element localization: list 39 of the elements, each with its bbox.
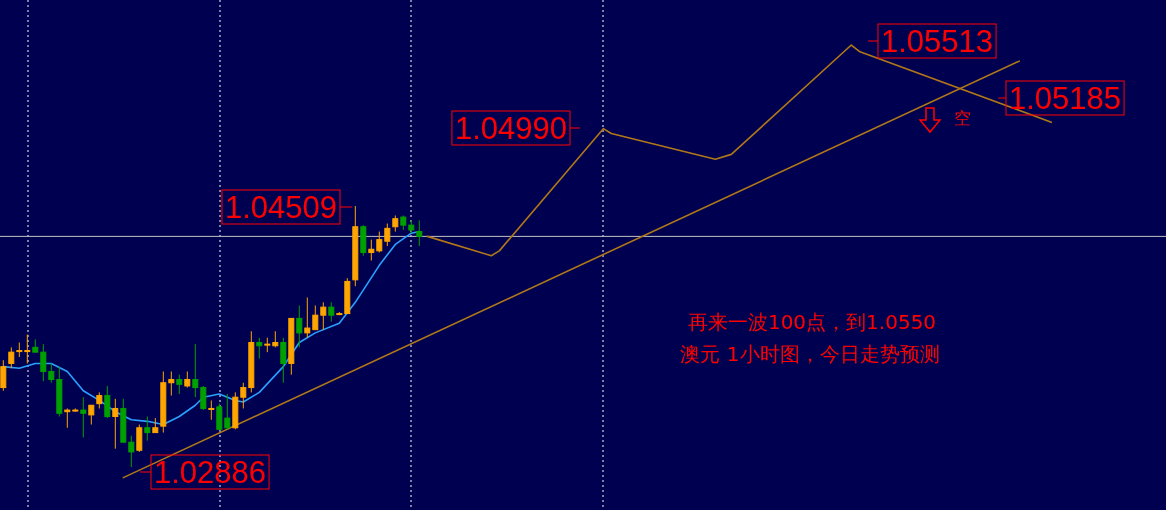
candlestick [208,399,215,421]
text: 1.05513 [881,23,994,59]
candlestick [80,396,87,438]
candlestick [144,416,151,442]
annotation: 再来一波100点，到1.0550 [687,310,937,334]
candlestick [312,305,319,331]
candlestick [176,374,183,395]
candlestick [328,301,335,323]
annotation: 1.04509 [224,189,337,225]
text: 空 [953,108,971,128]
candlestick [280,337,287,384]
text: 1.04990 [454,110,567,146]
candlestick [240,382,247,409]
candlestick [112,398,119,450]
annotation: 澳元 1小时图，今日走势预测 [680,342,940,366]
candlestick [136,424,143,453]
candlestick [24,333,31,364]
candlestick [304,297,311,339]
candlestick [200,385,207,411]
candlestick [320,301,327,331]
candlestick [40,343,47,382]
candlestick [256,337,263,360]
candlestick [88,404,95,426]
candlestick [296,305,303,348]
candlestick [384,223,391,247]
candlestick [168,370,175,397]
candlestick [192,343,199,398]
candlestick [128,435,135,468]
candlestick [104,385,111,419]
candlestick [8,346,15,369]
candlestick [368,239,375,262]
candlestick [0,359,7,392]
annotation: 1.02886 [154,454,267,490]
candlestick [48,362,55,384]
candlestick [416,219,423,247]
text: 1.05185 [1009,80,1122,116]
candlestick [224,393,231,430]
candlestick [64,407,71,429]
candlestick [216,403,223,430]
